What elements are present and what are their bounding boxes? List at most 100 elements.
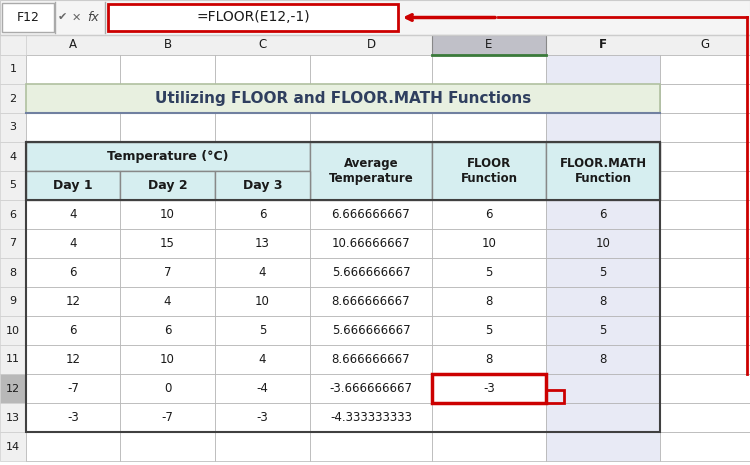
Bar — [215, 229, 310, 258]
Bar — [546, 84, 660, 113]
Bar — [120, 55, 215, 84]
Text: F12: F12 — [16, 11, 40, 24]
Text: 8.666666667: 8.666666667 — [332, 295, 410, 308]
Bar — [215, 258, 310, 287]
Bar — [215, 113, 310, 142]
Bar — [0, 229, 26, 258]
Bar — [660, 316, 750, 345]
Bar — [26, 316, 120, 345]
Text: 5: 5 — [485, 324, 493, 337]
Bar — [546, 171, 660, 200]
Bar — [660, 345, 750, 374]
Bar — [215, 403, 310, 432]
Bar — [310, 374, 432, 403]
Bar — [0, 258, 26, 287]
Bar — [432, 374, 546, 403]
Bar — [310, 345, 432, 374]
Bar — [120, 432, 215, 461]
Bar — [432, 55, 546, 84]
Bar — [215, 374, 310, 403]
Bar — [432, 258, 546, 287]
Text: 8.666666667: 8.666666667 — [332, 353, 410, 366]
Bar — [310, 84, 432, 113]
Bar — [120, 200, 215, 229]
Bar — [310, 113, 432, 142]
Bar — [310, 316, 432, 345]
Text: 2: 2 — [10, 93, 16, 104]
Bar — [432, 171, 546, 200]
Bar — [215, 200, 310, 229]
Bar — [120, 316, 215, 345]
Bar — [310, 142, 432, 171]
Bar — [26, 229, 120, 258]
Bar — [0, 113, 26, 142]
Bar — [26, 55, 120, 84]
Text: -7: -7 — [161, 411, 173, 424]
Text: 12: 12 — [65, 295, 80, 308]
Text: 9: 9 — [10, 297, 16, 306]
Text: 8: 8 — [485, 295, 493, 308]
Bar — [432, 84, 546, 113]
Bar — [546, 287, 660, 316]
Bar — [215, 55, 310, 84]
Text: 10: 10 — [160, 208, 175, 221]
Bar — [120, 84, 215, 113]
Bar — [26, 432, 120, 461]
Text: 3: 3 — [10, 122, 16, 133]
Text: 6: 6 — [10, 210, 16, 219]
Bar — [310, 142, 432, 200]
Bar — [0, 316, 26, 345]
Bar — [120, 229, 215, 258]
Text: 5: 5 — [599, 266, 607, 279]
Bar — [0, 84, 26, 113]
Bar — [0, 200, 26, 229]
Bar — [26, 84, 120, 113]
Bar — [660, 287, 750, 316]
Bar — [546, 374, 660, 403]
Bar — [26, 287, 120, 316]
Bar — [660, 171, 750, 200]
Bar — [0, 374, 26, 403]
Bar — [26, 258, 120, 287]
Bar — [26, 142, 310, 171]
Bar — [26, 142, 120, 171]
Bar — [546, 142, 660, 171]
Bar — [310, 258, 432, 287]
Bar — [660, 142, 750, 171]
Text: 6: 6 — [259, 208, 266, 221]
Bar — [310, 287, 432, 316]
Bar — [26, 171, 120, 200]
Text: 10: 10 — [596, 237, 610, 250]
Text: 6: 6 — [599, 208, 607, 221]
Text: -7: -7 — [67, 382, 79, 395]
Text: -3: -3 — [68, 411, 79, 424]
Text: Day 3: Day 3 — [243, 179, 282, 192]
Text: Day 1: Day 1 — [53, 179, 93, 192]
Bar — [432, 345, 546, 374]
Bar — [310, 171, 432, 200]
Text: 6: 6 — [69, 324, 76, 337]
Bar — [546, 390, 564, 403]
Bar — [120, 171, 215, 200]
Bar — [546, 403, 660, 432]
Text: Utilizing FLOOR and FLOOR.MATH Functions: Utilizing FLOOR and FLOOR.MATH Functions — [154, 91, 531, 106]
Bar — [0, 142, 26, 171]
Bar — [26, 171, 120, 200]
Text: 10: 10 — [255, 295, 270, 308]
Text: fx: fx — [87, 11, 99, 24]
Bar — [432, 35, 546, 55]
Text: Average
Temperature: Average Temperature — [328, 157, 413, 185]
Bar — [546, 432, 660, 461]
Text: 6: 6 — [69, 266, 76, 279]
Bar — [120, 171, 215, 200]
Text: Temperature (°C): Temperature (°C) — [107, 150, 229, 163]
Bar — [215, 142, 310, 171]
Bar — [310, 200, 432, 229]
Text: G: G — [700, 39, 709, 52]
Text: 10: 10 — [6, 326, 20, 336]
Text: FLOOR.MATH
Function: FLOOR.MATH Function — [560, 157, 646, 185]
Bar — [546, 345, 660, 374]
Text: 12: 12 — [65, 353, 80, 366]
Bar — [0, 0, 750, 35]
Text: B: B — [164, 39, 172, 52]
